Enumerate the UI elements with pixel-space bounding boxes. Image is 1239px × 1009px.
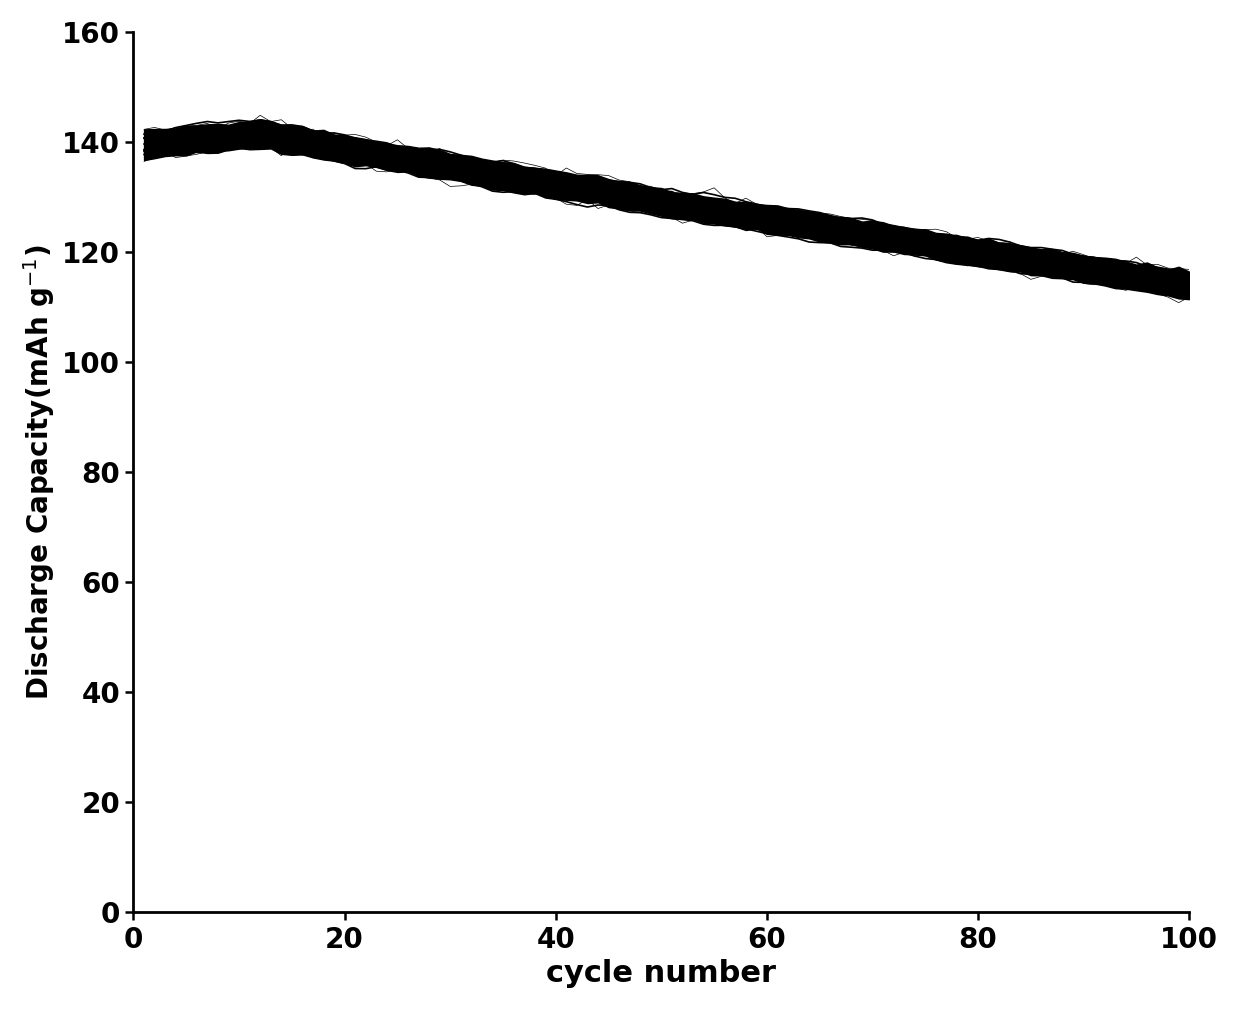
- Y-axis label: Discharge Capacity(mAh g$^{-1}$): Discharge Capacity(mAh g$^{-1}$): [21, 244, 57, 700]
- X-axis label: cycle number: cycle number: [546, 960, 777, 988]
